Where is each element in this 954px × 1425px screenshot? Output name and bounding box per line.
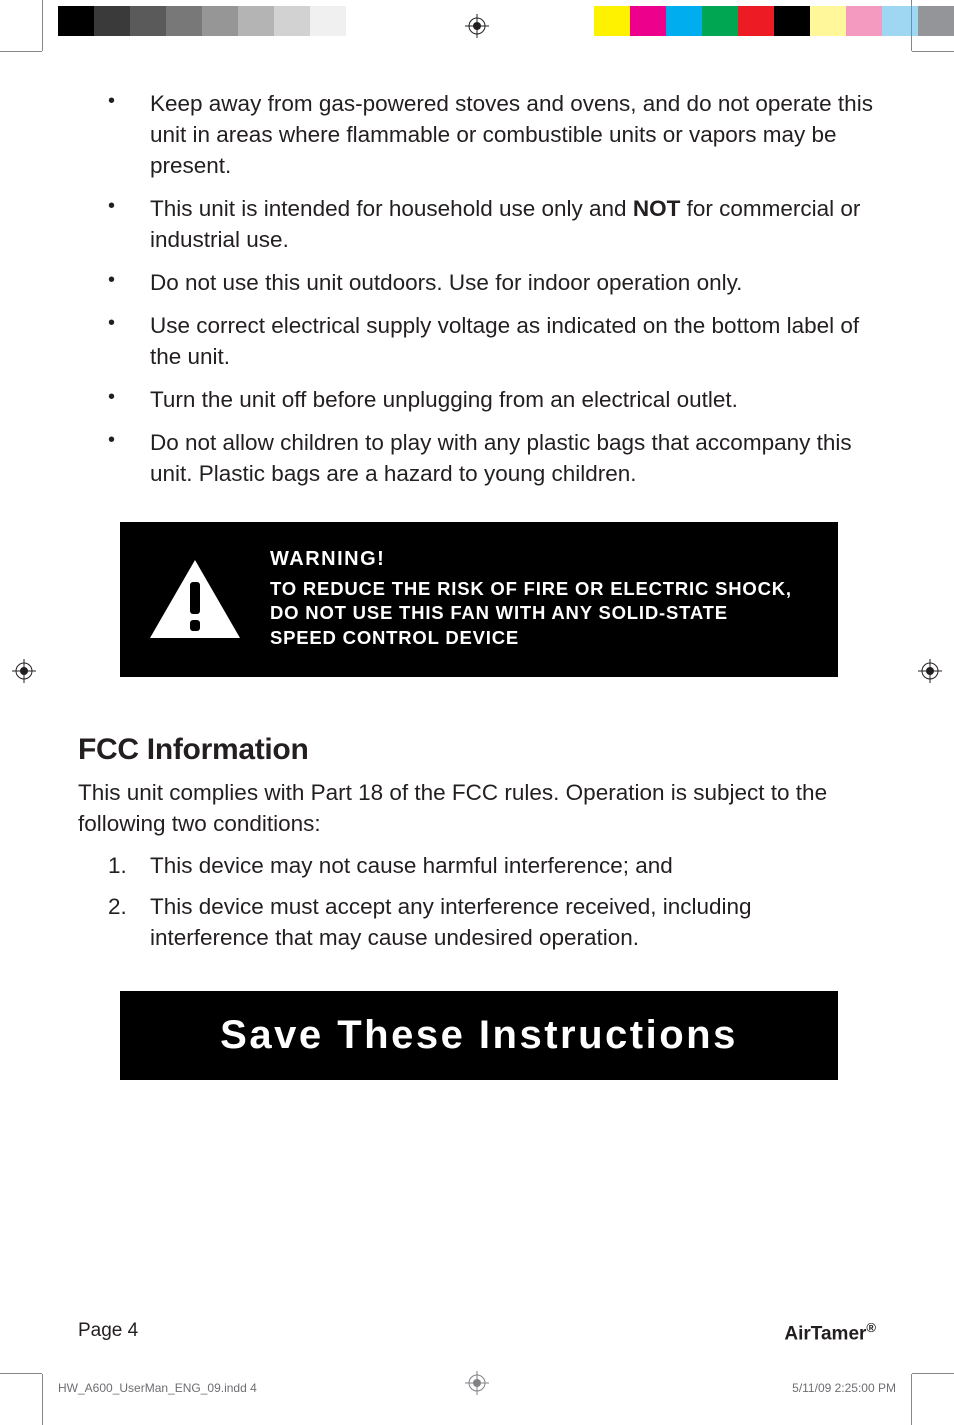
brand-name: AirTamer® [784,1320,876,1345]
registration-mark-left [12,659,36,683]
grayscale-swatch [274,6,310,36]
crop-rule [911,0,912,51]
crop-rule [0,51,42,52]
registration-mark-top [465,14,489,38]
safety-bullet-list: Keep away from gas-powered stoves and ov… [108,88,876,490]
save-instructions-banner: Save These Instructions [120,991,838,1080]
page-footer: Page 4 AirTamer® [78,1320,876,1345]
safety-bullet-item: Do not allow children to play with any p… [108,427,876,489]
color-swatch [774,6,810,36]
slug-datetime: 5/11/09 2:25:00 PM [792,1381,896,1395]
grayscale-swatch [310,6,346,36]
print-slug-line: HW_A600_UserMan_ENG_09.indd 4 5/11/09 2:… [58,1381,896,1395]
color-swatch [846,6,882,36]
crop-rule [912,51,954,52]
safety-bullet-item: Keep away from gas-powered stoves and ov… [108,88,876,181]
page-content: Keep away from gas-powered stoves and ov… [78,88,876,1080]
warning-body: TO REDUCE THE RISK OF FIRE OR ELECTRIC S… [270,577,798,652]
warning-triangle-icon [148,558,242,640]
safety-bullet-item: This unit is intended for household use … [108,193,876,255]
color-swatch [630,6,666,36]
slug-filename: HW_A600_UserMan_ENG_09.indd 4 [58,1381,257,1395]
color-swatch [594,6,630,36]
color-swatch [702,6,738,36]
fcc-heading: FCC Information [78,733,876,767]
safety-bullet-item: Use correct electrical supply voltage as… [108,310,876,372]
color-swatch [666,6,702,36]
color-swatch [918,6,954,36]
grayscale-swatch [58,6,94,36]
warning-title: WARNING! [270,548,798,571]
fcc-intro: This unit complies with Part 18 of the F… [78,777,876,839]
color-swatch [738,6,774,36]
registration-mark-right [918,659,942,683]
fcc-conditions-list: This device may not cause harmful interf… [108,850,876,953]
crop-rule [42,1374,43,1425]
crop-rule [912,1373,954,1374]
grayscale-swatch [166,6,202,36]
crop-rule [0,1373,42,1374]
grayscale-swatch [130,6,166,36]
color-swatch [882,6,918,36]
color-swatch [810,6,846,36]
fcc-condition-item: This device must accept any interference… [108,891,876,953]
grayscale-swatch [94,6,130,36]
page-number: Page 4 [78,1320,138,1345]
grayscale-swatch [202,6,238,36]
crop-rule [911,1374,912,1425]
grayscale-swatch [238,6,274,36]
crop-rule [42,0,43,51]
warning-box: WARNING! TO REDUCE THE RISK OF FIRE OR E… [120,522,838,678]
safety-bullet-item: Turn the unit off before unplugging from… [108,384,876,415]
safety-bullet-item: Do not use this unit outdoors. Use for i… [108,267,876,298]
fcc-condition-item: This device may not cause harmful interf… [108,850,876,881]
